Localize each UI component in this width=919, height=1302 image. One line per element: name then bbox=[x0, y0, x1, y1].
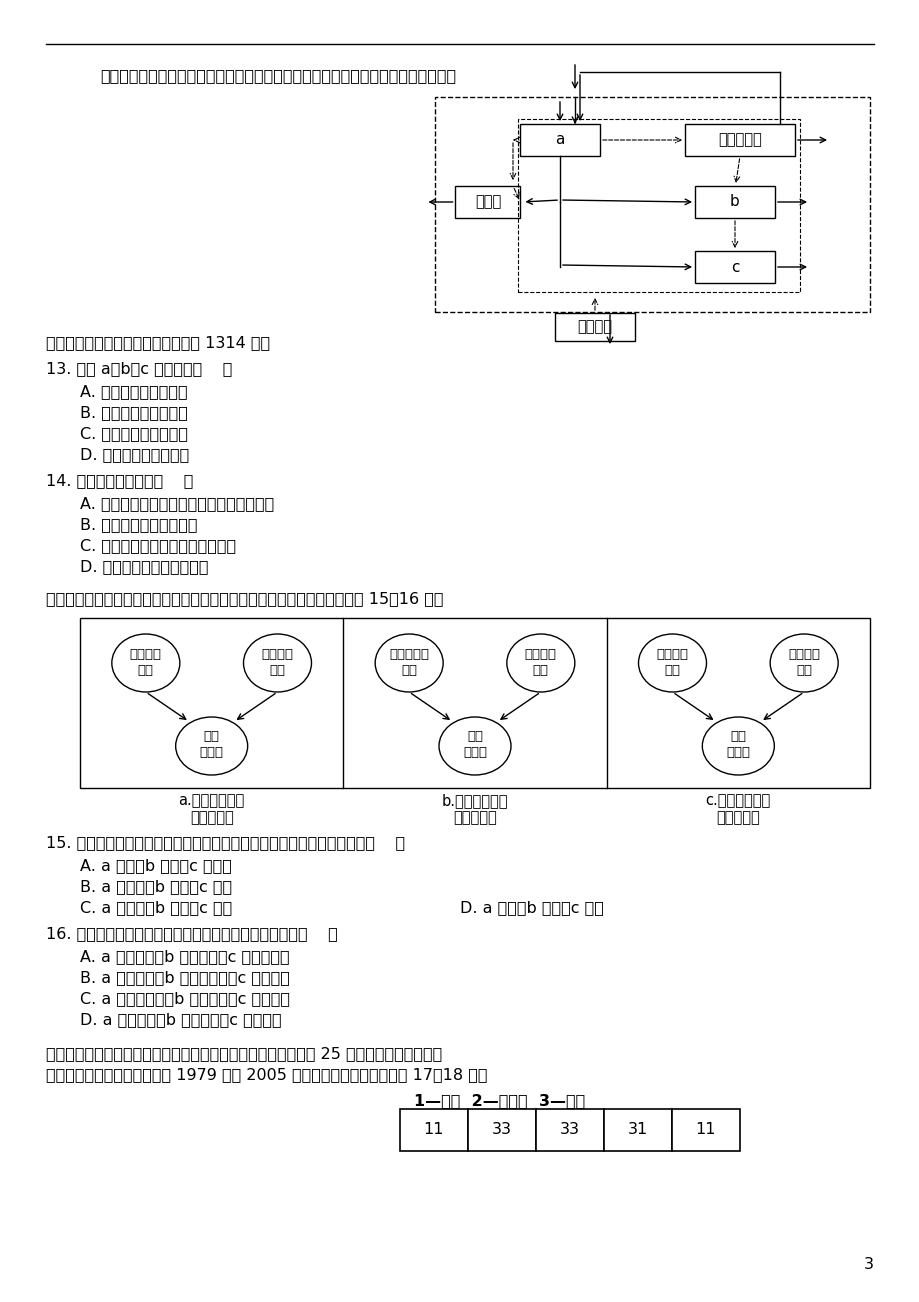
Text: 欧美: 欧美 bbox=[795, 664, 811, 677]
Text: 加工地: 加工地 bbox=[462, 746, 486, 759]
FancyBboxPatch shape bbox=[671, 1109, 739, 1151]
Text: A. 电厂、化工厂、盐场: A. 电厂、化工厂、盐场 bbox=[80, 384, 187, 398]
Text: 资的服装厂: 资的服装厂 bbox=[716, 810, 759, 825]
Text: 下图为三家企业投资建工厂的原料地、加工地和产品市场示意图。读图完成 15～16 题。: 下图为三家企业投资建工厂的原料地、加工地和产品市场示意图。读图完成 15～16 … bbox=[46, 591, 443, 605]
Text: A. a 原料、b 市场、c 劳动力: A. a 原料、b 市场、c 劳动力 bbox=[80, 858, 232, 874]
Ellipse shape bbox=[112, 634, 179, 691]
Text: 中国: 中国 bbox=[664, 664, 680, 677]
Text: 资的纺织厂: 资的纺织厂 bbox=[189, 810, 233, 825]
Text: 资的汽车厂: 资的汽车厂 bbox=[453, 810, 496, 825]
Text: D. a 技术优势、b 交通优势、c 政策优势: D. a 技术优势、b 交通优势、c 政策优势 bbox=[80, 1012, 281, 1027]
Text: 加工地: 加工地 bbox=[725, 746, 750, 759]
Ellipse shape bbox=[438, 717, 510, 775]
Ellipse shape bbox=[701, 717, 774, 775]
FancyBboxPatch shape bbox=[694, 186, 774, 217]
Ellipse shape bbox=[769, 634, 837, 691]
Text: 11: 11 bbox=[695, 1122, 716, 1138]
Text: 11: 11 bbox=[424, 1122, 444, 1138]
Text: 原配件供应: 原配件供应 bbox=[389, 647, 428, 660]
FancyBboxPatch shape bbox=[80, 618, 869, 788]
FancyBboxPatch shape bbox=[554, 312, 634, 341]
FancyBboxPatch shape bbox=[400, 1109, 468, 1151]
Text: B. a 劳动力、b 市场、c 原料: B. a 劳动力、b 市场、c 原料 bbox=[80, 879, 232, 894]
Text: 33: 33 bbox=[560, 1122, 579, 1138]
Text: 13. 图中 a、b、c 分别代表（    ）: 13. 图中 a、b、c 分别代表（ ） bbox=[46, 361, 233, 376]
Ellipse shape bbox=[176, 717, 247, 775]
Text: a.某日本企业投: a.某日本企业投 bbox=[178, 793, 244, 809]
Text: D. 化工厂的废弃物得到利用: D. 化工厂的废弃物得到利用 bbox=[80, 559, 209, 574]
Text: 建材厂: 建材厂 bbox=[474, 194, 501, 210]
Text: b.某韩国企业投: b.某韩国企业投 bbox=[441, 793, 507, 809]
Text: 下图示意某锥形生态工业园区的产业链，箭头表示物质、能量流动过程，其中虚线箭: 下图示意某锥形生态工业园区的产业链，箭头表示物质、能量流动过程，其中虚线箭 bbox=[100, 68, 456, 83]
Ellipse shape bbox=[506, 634, 574, 691]
Text: a: a bbox=[555, 133, 564, 147]
Text: 产品市场: 产品市场 bbox=[524, 647, 556, 660]
Text: B. a 技术优势、b 劳动者素质、c 交通优势: B. a 技术优势、b 劳动者素质、c 交通优势 bbox=[80, 970, 289, 986]
Text: 原料供应: 原料供应 bbox=[130, 647, 162, 660]
Text: C. a 劳动力优势、b 市场优势、c 能源优势: C. a 劳动力优势、b 市场优势、c 能源优势 bbox=[80, 991, 289, 1006]
Text: A. a 交通优势、b 市场优势、c 劳动力价格: A. a 交通优势、b 市场优势、c 劳动力价格 bbox=[80, 949, 289, 963]
Text: 头表示副产品或废弃物的流动。完成 1314 题。: 头表示副产品或废弃物的流动。完成 1314 题。 bbox=[46, 335, 270, 350]
Text: C. 建材厂有效利用了盐场的废弃物: C. 建材厂有效利用了盐场的废弃物 bbox=[80, 538, 236, 553]
Text: 16. 三家企业对厂址地点选择所考虑的最主要因素分别是（    ）: 16. 三家企业对厂址地点选择所考虑的最主要因素分别是（ ） bbox=[46, 926, 337, 941]
FancyBboxPatch shape bbox=[685, 124, 794, 156]
FancyBboxPatch shape bbox=[604, 1109, 671, 1151]
Text: C. a 劳动力、b 政策、c 原料: C. a 劳动力、b 政策、c 原料 bbox=[80, 900, 232, 915]
Text: A. 发电厂的废水、废气与废渣得到有效利用: A. 发电厂的废水、废气与废渣得到有效利用 bbox=[80, 496, 274, 510]
Text: 14. 该生态工业园区中（    ）: 14. 该生态工业园区中（ ） bbox=[46, 473, 193, 488]
Text: 31: 31 bbox=[627, 1122, 647, 1138]
Text: 海水淡化站: 海水淡化站 bbox=[718, 133, 761, 147]
Text: 面料供应: 面料供应 bbox=[656, 647, 687, 660]
FancyBboxPatch shape bbox=[455, 186, 520, 217]
Text: c.某香港企业投: c.某香港企业投 bbox=[705, 793, 770, 809]
Text: 深圳: 深圳 bbox=[730, 730, 745, 743]
Text: 北京: 北京 bbox=[467, 730, 482, 743]
FancyBboxPatch shape bbox=[694, 251, 774, 283]
Text: 青岛: 青岛 bbox=[203, 730, 220, 743]
Text: 韩国: 韩国 bbox=[401, 664, 416, 677]
Text: B. 制盐的副产品得到利用: B. 制盐的副产品得到利用 bbox=[80, 517, 198, 533]
Ellipse shape bbox=[375, 634, 443, 691]
Text: 下图表示我国辽宁省西北部某地土地利用的变化。将该区域分为 25 个方格，每个方格中的: 下图表示我国辽宁省西北部某地土地利用的变化。将该区域分为 25 个方格，每个方格… bbox=[46, 1046, 442, 1061]
FancyBboxPatch shape bbox=[519, 124, 599, 156]
Text: 1—耕地  2—居民地  3—湖泊: 1—耕地 2—居民地 3—湖泊 bbox=[414, 1092, 585, 1108]
Text: B. 盐场、电厂、化工厂: B. 盐场、电厂、化工厂 bbox=[80, 405, 187, 421]
Ellipse shape bbox=[638, 634, 706, 691]
Text: 太阳辐射: 太阳辐射 bbox=[577, 319, 612, 335]
Text: 产品市场: 产品市场 bbox=[261, 647, 293, 660]
Text: 加工地: 加工地 bbox=[199, 746, 223, 759]
Text: 产品市场: 产品市场 bbox=[788, 647, 819, 660]
Text: 3: 3 bbox=[863, 1256, 873, 1272]
Text: 中国: 中国 bbox=[532, 664, 549, 677]
Text: b: b bbox=[730, 194, 739, 210]
Text: 两个数字按左右顺序分别代表 1979 年和 2005 年土地利用类型。据此回答 17～18 题。: 两个数字按左右顺序分别代表 1979 年和 2005 年土地利用类型。据此回答 … bbox=[46, 1068, 487, 1082]
FancyBboxPatch shape bbox=[468, 1109, 536, 1151]
Text: c: c bbox=[730, 259, 739, 275]
Text: C. 电厂、盐场、化工厂: C. 电厂、盐场、化工厂 bbox=[80, 426, 187, 441]
Text: 15. 吸引三家企业在我国东部沿海地区三地投资办厂的最主要因素分别是（    ）: 15. 吸引三家企业在我国东部沿海地区三地投资办厂的最主要因素分别是（ ） bbox=[46, 835, 404, 850]
Text: D. a 市场、b 政策、c 交通: D. a 市场、b 政策、c 交通 bbox=[460, 900, 603, 915]
Text: 日本: 日本 bbox=[269, 664, 285, 677]
Text: 日本: 日本 bbox=[138, 664, 153, 677]
Text: 33: 33 bbox=[492, 1122, 512, 1138]
Ellipse shape bbox=[244, 634, 312, 691]
FancyBboxPatch shape bbox=[536, 1109, 604, 1151]
Text: D. 盐场、化工厂、电厂: D. 盐场、化工厂、电厂 bbox=[80, 447, 189, 462]
